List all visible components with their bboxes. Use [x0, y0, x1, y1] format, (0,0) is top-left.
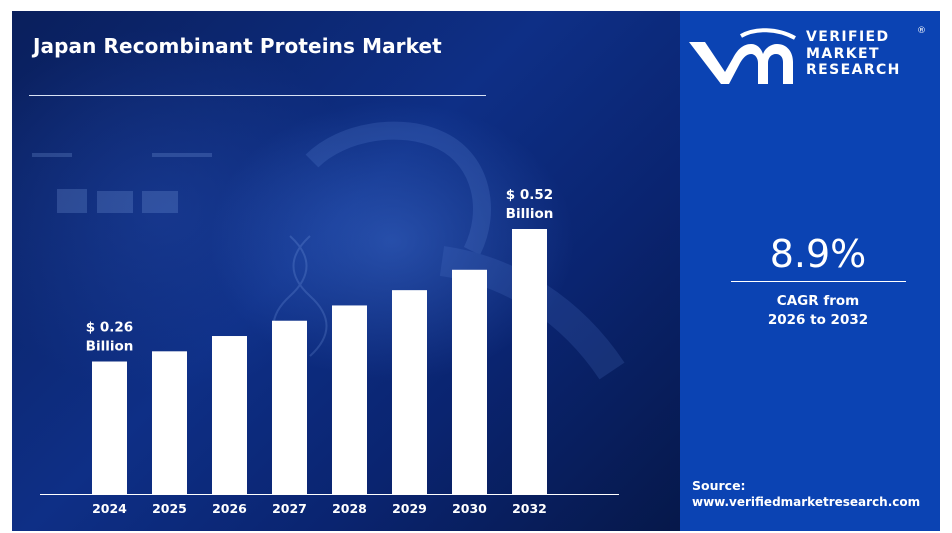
x-tick-label: 2026: [212, 501, 247, 516]
x-tick-label: 2029: [392, 501, 427, 516]
source-label: Source:: [692, 478, 746, 493]
cagr-label-line-1: CAGR from: [776, 293, 860, 309]
bar-2025: [152, 351, 187, 494]
title-divider: [29, 95, 486, 96]
bar-2026: [212, 336, 247, 494]
bar-2030: [452, 269, 487, 494]
source-url: www.verifiedmarketresearch.com: [692, 495, 921, 509]
data-label: Billion: [86, 339, 134, 355]
cagr-value: 8.9%: [769, 232, 867, 276]
data-label: $ 0.26: [86, 320, 133, 336]
brand-line-3: RESEARCH: [806, 62, 901, 78]
vmr-logo-icon: [689, 28, 796, 84]
x-tick-label: 2027: [272, 501, 307, 516]
bar-2032: [512, 229, 547, 494]
registered-mark: ®: [917, 26, 926, 36]
brand-line-2: MARKET: [806, 45, 880, 62]
x-tick-label: 2032: [512, 501, 547, 516]
bar-2029: [392, 290, 427, 494]
info-panel: [680, 11, 940, 531]
cagr-divider: [731, 281, 906, 282]
data-label: $ 0.52: [506, 187, 553, 203]
chart-title: Japan Recombinant Proteins Market: [33, 34, 442, 58]
bar-2024: [92, 361, 127, 494]
data-label: Billion: [506, 206, 554, 222]
x-tick-label: 2028: [332, 501, 367, 516]
cagr-label-line-2: 2026 to 2032: [767, 312, 869, 328]
x-tick-label: 2030: [452, 501, 487, 516]
x-tick-label: 2025: [152, 501, 187, 516]
x-tick-label: 2024: [92, 501, 127, 516]
bar-2028: [332, 305, 367, 494]
bar-2027: [272, 320, 307, 494]
brand-name: VERIFIED MARKET RESEARCH: [806, 29, 901, 79]
cagr-label: CAGR from 2026 to 2032: [730, 292, 906, 330]
brand-line-1: VERIFIED: [806, 29, 890, 45]
